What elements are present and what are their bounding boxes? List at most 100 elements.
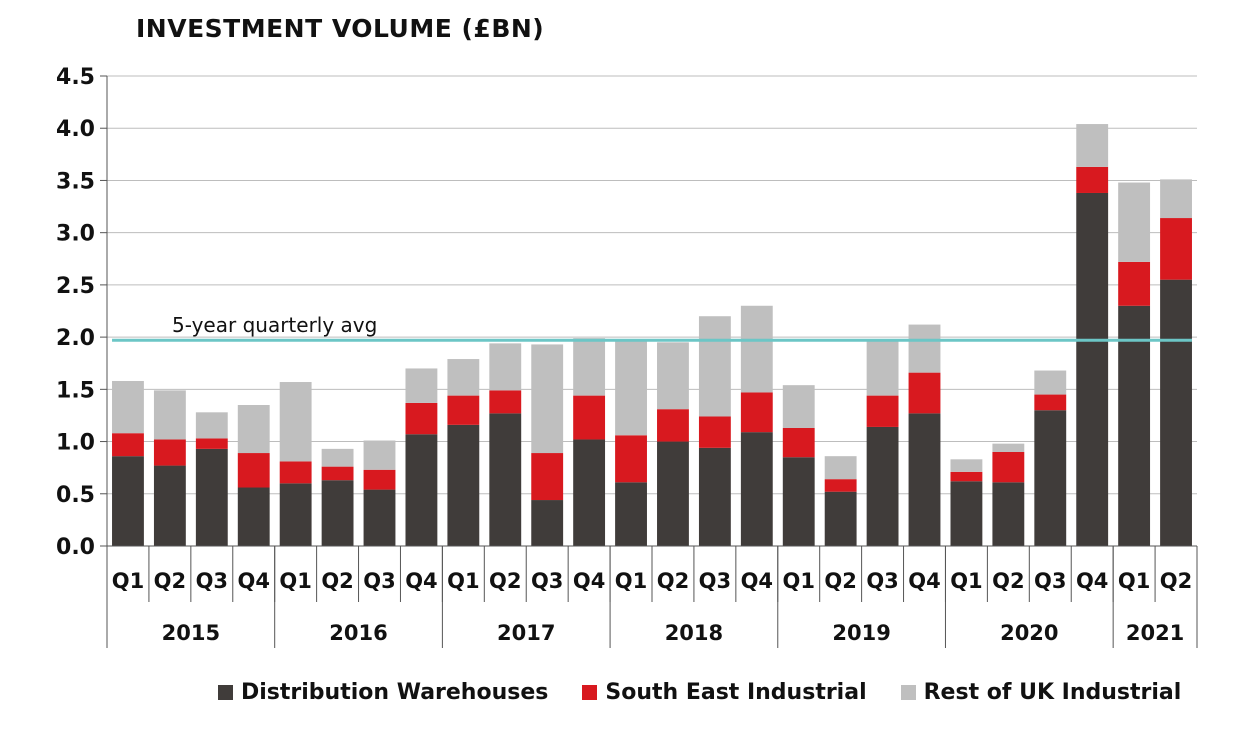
y-tick-label: 3.0 xyxy=(56,222,95,247)
year-label: 2017 xyxy=(497,621,555,645)
bar-segment-rest-of-uk xyxy=(1076,124,1109,167)
bar-segment-distribution xyxy=(363,489,396,546)
x-tick-label: Q3 xyxy=(1034,569,1066,593)
legend-item-rest-of-uk: Rest of UK Industrial xyxy=(900,680,1181,705)
bar-segment-distribution xyxy=(657,441,689,546)
bar-segment-south-east xyxy=(112,433,144,457)
bar-segment-south-east xyxy=(950,471,983,482)
bars xyxy=(112,124,1192,546)
bar-segment-rest-of-uk xyxy=(866,341,899,396)
bar-segment-rest-of-uk xyxy=(237,405,270,454)
bar-segment-rest-of-uk xyxy=(447,359,480,396)
x-tick-label: Q4 xyxy=(573,569,605,593)
bar-segment-rest-of-uk xyxy=(405,368,438,403)
bar-segment-south-east xyxy=(321,466,354,481)
year-label: 2021 xyxy=(1126,621,1184,645)
bar-segment-rest-of-uk xyxy=(824,456,857,480)
bar-segment-distribution xyxy=(698,447,731,546)
bar-segment-rest-of-uk xyxy=(657,342,689,410)
bar-segment-rest-of-uk xyxy=(615,341,647,436)
x-tick-label: Q4 xyxy=(405,569,437,593)
bar-segment-rest-of-uk xyxy=(489,343,522,391)
bar-segment-south-east xyxy=(782,427,815,458)
bar-segment-south-east xyxy=(195,438,228,449)
x-tick-label: Q2 xyxy=(992,569,1024,593)
year-label: 2015 xyxy=(162,621,220,645)
bar-segment-rest-of-uk xyxy=(363,440,396,470)
legend-item-distribution: Distribution Warehouses xyxy=(218,680,548,705)
bar-segment-distribution xyxy=(1160,279,1192,546)
x-tick-label: Q3 xyxy=(363,569,395,593)
y-tick-label: 4.5 xyxy=(56,65,95,90)
bar-segment-south-east xyxy=(279,461,312,484)
bar-segment-distribution xyxy=(321,480,354,546)
y-tick-label: 4.0 xyxy=(56,117,95,142)
bar-segment-distribution xyxy=(112,456,144,546)
bar-segment-south-east xyxy=(1076,166,1109,193)
bar-segment-distribution xyxy=(573,439,606,546)
bar-segment-rest-of-uk xyxy=(153,390,186,440)
y-tick-label: 3.5 xyxy=(56,169,95,194)
gridlines xyxy=(107,75,1197,495)
bar-segment-distribution xyxy=(992,482,1025,546)
x-tick-label: Q2 xyxy=(154,569,186,593)
y-tick-label: 0.5 xyxy=(56,483,95,508)
x-tick-label: Q2 xyxy=(824,569,856,593)
x-tick-label: Q3 xyxy=(196,569,228,593)
bar-segment-rest-of-uk xyxy=(992,443,1025,452)
bar-segment-rest-of-uk xyxy=(950,459,983,472)
bar-segment-distribution xyxy=(782,457,815,546)
bar-segment-distribution xyxy=(908,413,941,546)
x-tick-label: Q1 xyxy=(782,569,814,593)
bar-segment-south-east xyxy=(153,439,186,466)
bar-segment-rest-of-uk xyxy=(1118,182,1151,262)
bar-segment-distribution xyxy=(531,500,564,546)
year-label: 2016 xyxy=(329,621,387,645)
x-tick-label: Q1 xyxy=(447,569,479,593)
y-tick-label: 1.5 xyxy=(56,378,95,403)
year-label: 2020 xyxy=(1000,621,1058,645)
bar-segment-south-east xyxy=(531,453,564,501)
bar-segment-distribution xyxy=(1118,305,1151,546)
bar-segment-south-east xyxy=(657,409,689,442)
bar-segment-rest-of-uk xyxy=(112,380,144,434)
bar-segment-south-east xyxy=(866,395,899,427)
x-tick-label: Q4 xyxy=(1076,569,1108,593)
x-tick-label: Q2 xyxy=(321,569,353,593)
bar-segment-south-east xyxy=(908,372,941,414)
y-tick-label: 0.0 xyxy=(56,535,95,560)
reference-line-label: 5-year quarterly avg xyxy=(172,313,377,337)
bar-segment-rest-of-uk xyxy=(531,344,564,454)
bar-segment-south-east xyxy=(698,416,731,448)
x-tick-label: Q2 xyxy=(489,569,521,593)
x-tick-label: Q4 xyxy=(237,569,269,593)
bar-segment-south-east xyxy=(237,453,270,488)
bar-segment-distribution xyxy=(405,434,438,546)
bar-segment-south-east xyxy=(615,435,647,483)
bar-segment-distribution xyxy=(153,465,186,546)
x-tick-label: Q2 xyxy=(657,569,689,593)
bar-segment-rest-of-uk xyxy=(1160,179,1192,219)
bar-segment-south-east xyxy=(1118,261,1151,306)
x-tick-label: Q3 xyxy=(866,569,898,593)
x-tick-label: Q1 xyxy=(112,569,144,593)
y-tick-label: 2.0 xyxy=(56,326,95,351)
y-tick-label: 2.5 xyxy=(56,274,95,299)
bar-segment-south-east xyxy=(447,395,480,425)
bar-segment-south-east xyxy=(740,392,773,433)
x-tick-label: Q4 xyxy=(741,569,773,593)
bar-segment-south-east xyxy=(363,469,396,490)
bar-segment-distribution xyxy=(1034,410,1067,546)
legend-swatch-distribution xyxy=(218,685,233,700)
bar-segment-rest-of-uk xyxy=(195,412,228,439)
bar-segment-rest-of-uk xyxy=(573,338,606,396)
bar-segment-distribution xyxy=(279,483,312,546)
bar-segment-distribution xyxy=(1076,192,1109,546)
bar-segment-distribution xyxy=(740,432,773,546)
year-label: 2018 xyxy=(665,621,723,645)
x-tick-label: Q1 xyxy=(950,569,982,593)
bar-segment-south-east xyxy=(1160,218,1192,280)
year-label: 2019 xyxy=(832,621,890,645)
x-tick-label: Q1 xyxy=(1118,569,1150,593)
bar-segment-distribution xyxy=(447,424,480,546)
